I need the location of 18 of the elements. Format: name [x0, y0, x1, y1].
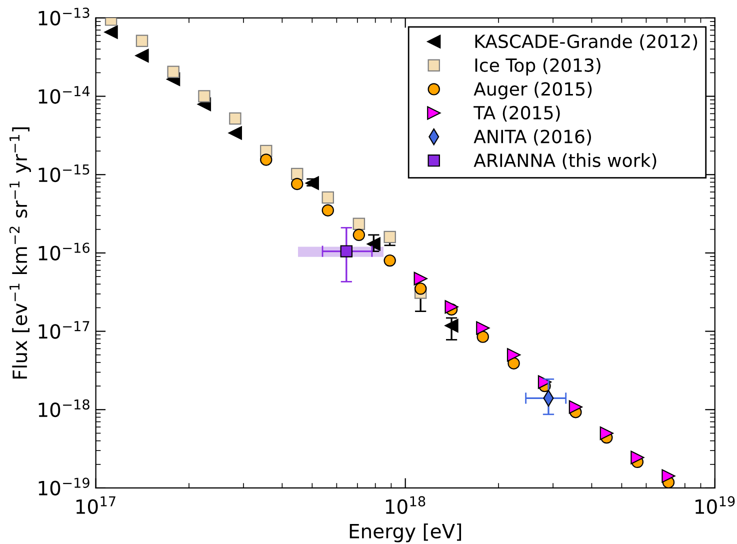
y-tick-label: 10$^{−13}$ — [38, 8, 90, 26]
legend-label: KASCADE-Grande (2012) — [475, 34, 698, 50]
y-tick-label: 10$^{−15}$ — [38, 164, 90, 182]
x-tick-label: 10$^{18}$ — [386, 496, 426, 514]
y-tick-label: 10$^{−17}$ — [38, 321, 90, 339]
legend-label: ARIANNA (this work) — [474, 153, 656, 170]
x-tick-label: 10$^{19}$ — [696, 496, 735, 514]
y-tick-label: 10$^{−16}$ — [38, 242, 90, 260]
y-tick-label: 10$^{−18}$ — [38, 399, 90, 418]
legend-label: ANITA (2016) — [474, 129, 591, 146]
x-tick-label: 10$^{17}$ — [76, 496, 116, 514]
y-tick-label: 10$^{−14}$ — [38, 86, 90, 104]
legend-label: Ice Top (2013) — [475, 58, 600, 76]
y-tick-label: 10$^{−19}$ — [38, 478, 90, 496]
text: Flux [ev$^{−1}$ km$^{−2}$ sr$^{−1}$ yr$^{−1}$] — [9, 127, 31, 379]
legend-label: Auger (2015) — [474, 82, 592, 100]
x-axis-title: Energy [eV] — [350, 523, 462, 542]
legend-label: TA (2015) — [474, 106, 560, 122]
